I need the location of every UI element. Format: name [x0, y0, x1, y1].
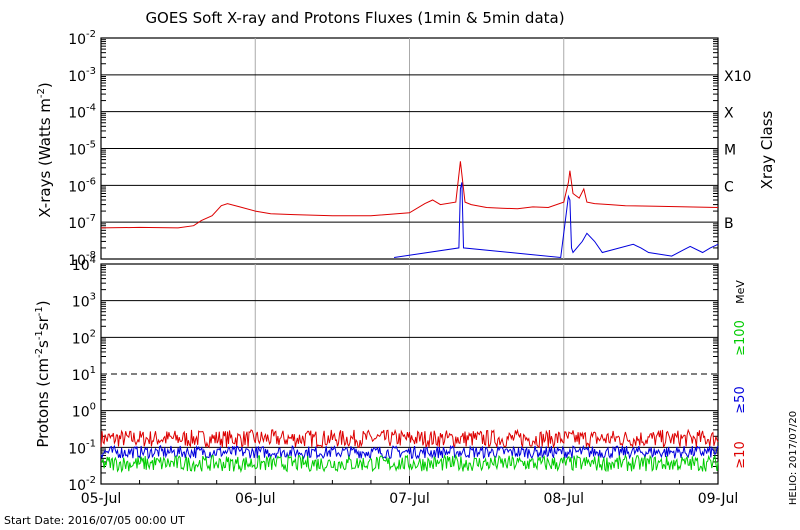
start-date-label: Start Date: 2016/07/05 00:00 UT — [4, 514, 185, 527]
x-tick-label: 09-Jul — [698, 491, 739, 507]
xray-class-label: X10 — [724, 69, 751, 85]
proton-y-tick-label: 102 — [72, 328, 96, 347]
xray-class-label: M — [724, 143, 736, 159]
proton-energy-label: ≥10 — [733, 441, 748, 468]
proton-y-tick-label: 10-2 — [68, 475, 96, 494]
proton-y-tick-label: 100 — [72, 402, 96, 421]
x-tick-label: 06-Jul — [235, 491, 276, 507]
proton-y-tick-labels: 104 103 102 101 100 10-1 10-2 — [68, 255, 96, 494]
x-tick-label: 07-Jul — [389, 491, 430, 507]
xray-y-tick-label: 10-7 — [68, 213, 96, 232]
proton-energy-label: ≥100 — [733, 320, 748, 356]
proton-y-axis-label: Protons (cm-2s-1sr-1) — [34, 300, 52, 447]
xray-y-tick-labels: 10-2 10-3 10-4 10-5 10-6 10-7 10-8 — [68, 29, 96, 269]
xray-y-tick-label: 10-5 — [68, 140, 96, 159]
xray-class-label: C — [724, 179, 734, 195]
xray-series-line — [100, 161, 719, 229]
chart-title: GOES Soft X-ray and Protons Fluxes (1min… — [145, 9, 564, 27]
xray-y-tick-label: 10-3 — [68, 66, 96, 85]
xray-y-tick-label: 10-2 — [68, 29, 96, 48]
proton-y-tick-label: 10-1 — [68, 438, 96, 457]
proton-series-group — [100, 428, 719, 474]
xray-series-group — [100, 161, 719, 259]
x-tick-label: 05-Jul — [81, 491, 122, 507]
xray-class-label: B — [724, 216, 734, 232]
xray-class-labels: X10 X M C B — [724, 69, 751, 232]
xray-series-line — [394, 182, 719, 259]
xray-y-tick-label: 10-4 — [68, 103, 96, 122]
proton-series-line — [100, 453, 719, 474]
proton-energy-unit: MeV — [734, 280, 747, 304]
xray-class-axis-label: Xray Class — [758, 110, 776, 189]
proton-y-tick-label: 104 — [72, 255, 96, 274]
proton-panel: 104 103 102 101 100 10-1 10-2 ≥100 ≥50 ≥10 Proto… — [34, 255, 748, 494]
x-tick-label: 08-Jul — [543, 491, 584, 507]
helio-credit-label: HELIO: 2017/07/20 — [788, 411, 799, 505]
xray-class-label: X — [724, 106, 734, 122]
xray-panel: 10-2 10-3 10-4 10-5 10-6 10-7 10-8 X10 X M C B X-r… — [36, 29, 776, 269]
xray-y-axis-label: X-rays (Watts m-2) — [36, 82, 54, 217]
proton-y-tick-label: 103 — [72, 292, 96, 311]
xray-y-tick-label: 10-8 — [68, 250, 96, 269]
proton-series-line — [100, 444, 719, 460]
xray-gridlines — [101, 38, 718, 259]
x-axis-tick-labels: 05-Jul 06-Jul 07-Jul 08-Jul 09-Jul — [81, 476, 739, 507]
proton-series-line — [100, 428, 719, 449]
proton-energy-label: ≥50 — [733, 386, 748, 413]
proton-y-tick-label: 101 — [72, 365, 96, 384]
proton-energy-labels: ≥100 ≥50 ≥10 — [733, 320, 748, 469]
xray-y-tick-label: 10-6 — [68, 176, 96, 195]
